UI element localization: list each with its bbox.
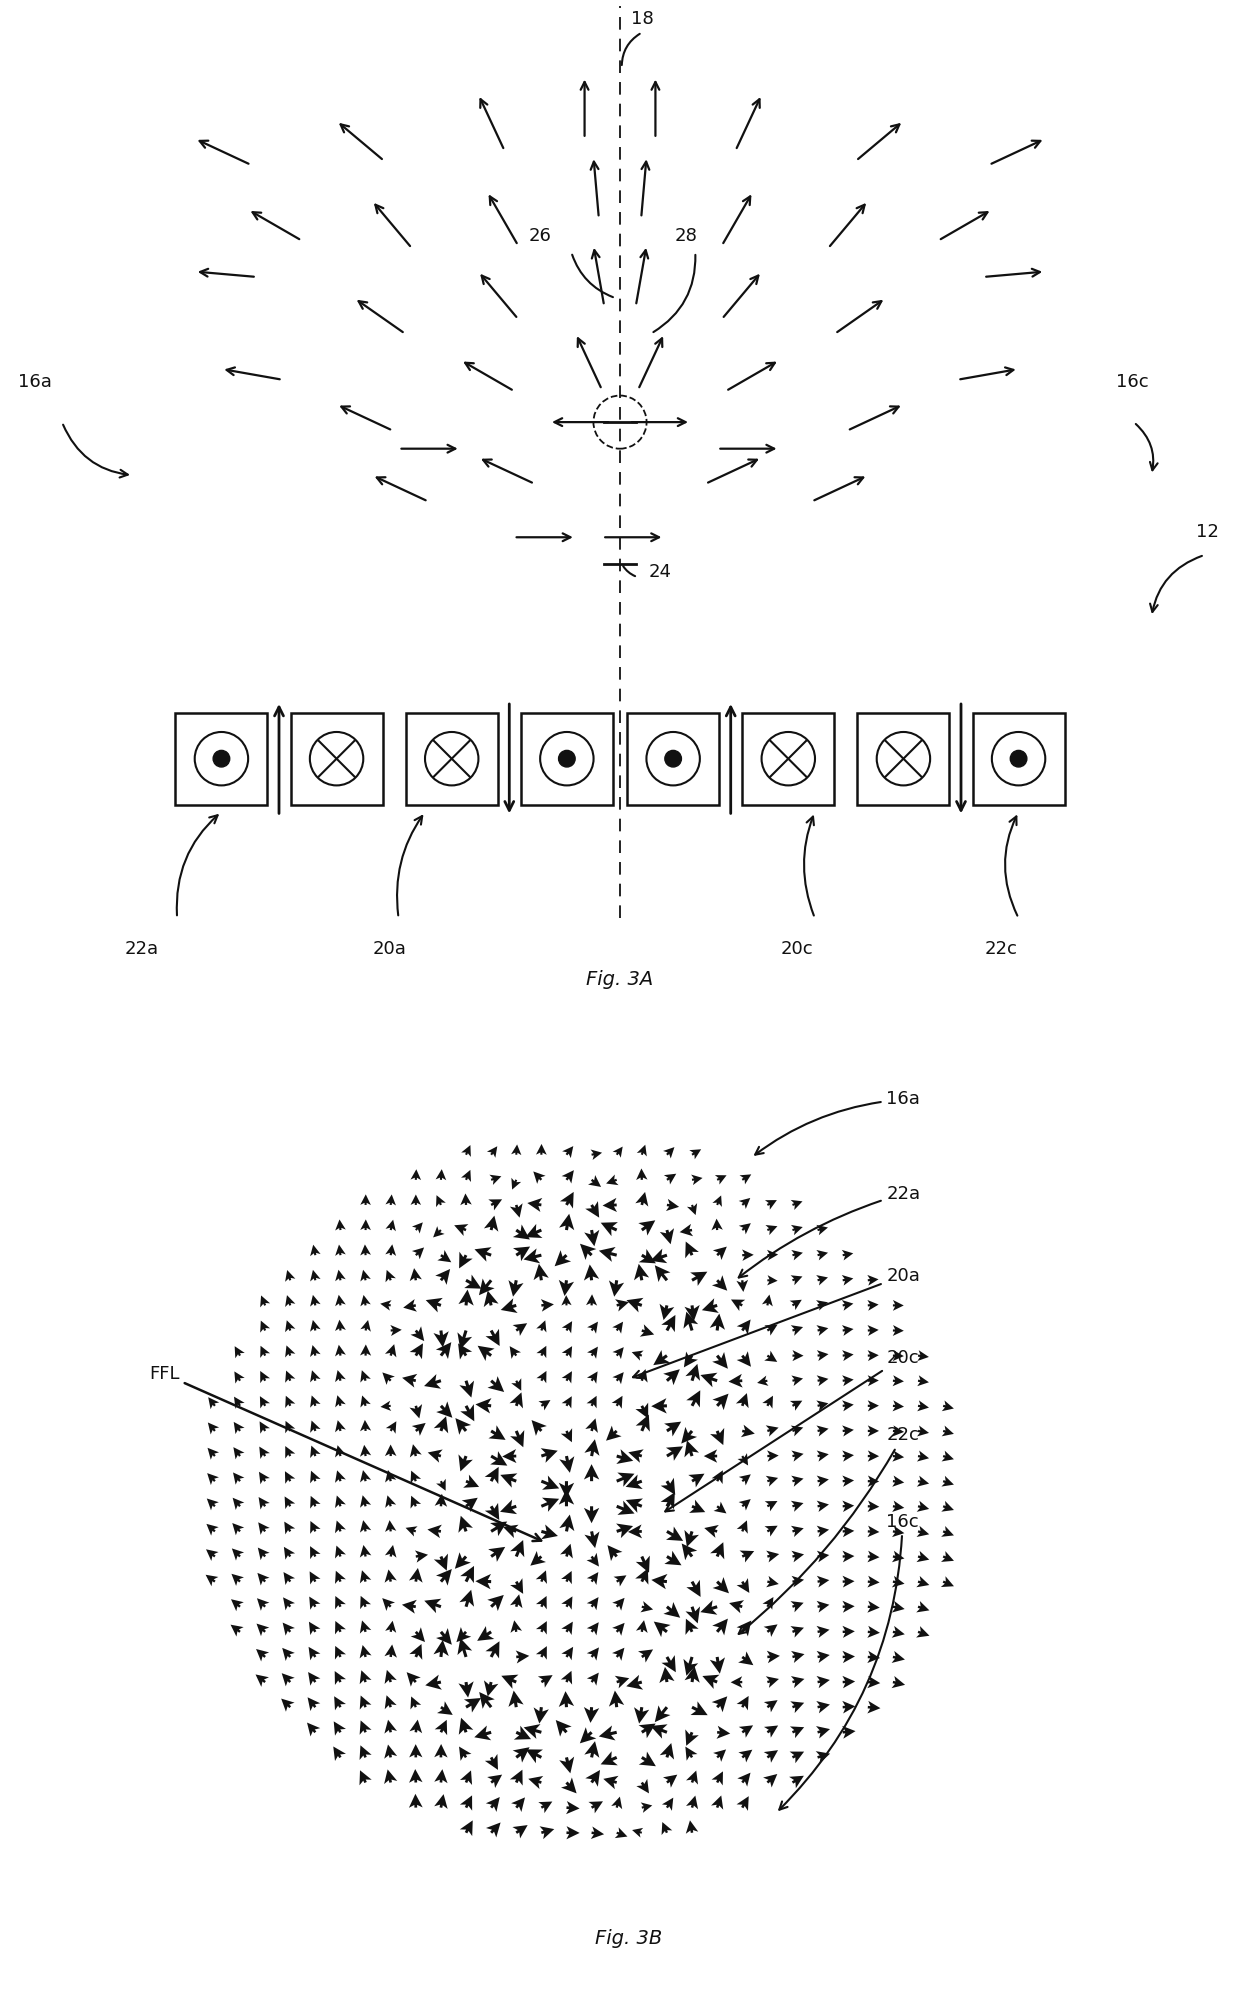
Text: 22a: 22a	[125, 940, 159, 958]
Bar	[521, 712, 613, 804]
Circle shape	[1011, 750, 1027, 768]
Text: 22c: 22c	[739, 1426, 919, 1634]
Bar	[743, 712, 835, 804]
Text: 16c: 16c	[1116, 373, 1148, 391]
Bar	[972, 712, 1065, 804]
Text: 20c: 20c	[665, 1349, 919, 1512]
Text: Fig. 3B: Fig. 3B	[594, 1929, 662, 1949]
Bar	[627, 712, 719, 804]
Text: 20c: 20c	[781, 940, 813, 958]
Text: 18: 18	[631, 10, 653, 28]
Circle shape	[213, 750, 229, 768]
Text: 22c: 22c	[985, 940, 1017, 958]
Bar	[857, 712, 950, 804]
Bar	[175, 712, 268, 804]
Text: 20a: 20a	[373, 940, 407, 958]
Text: 22a: 22a	[739, 1185, 920, 1277]
Text: 26: 26	[528, 227, 552, 245]
Text: 16a: 16a	[17, 373, 52, 391]
Text: 16a: 16a	[755, 1091, 920, 1155]
Text: 12: 12	[1195, 523, 1219, 541]
Circle shape	[558, 750, 575, 768]
Text: FFL: FFL	[149, 1365, 541, 1542]
Text: 20a: 20a	[632, 1267, 920, 1377]
Bar	[405, 712, 497, 804]
Text: 16c: 16c	[779, 1512, 919, 1811]
Text: 28: 28	[675, 227, 698, 245]
Text: Fig. 3A: Fig. 3A	[587, 970, 653, 988]
Text: 24: 24	[649, 563, 671, 581]
Circle shape	[665, 750, 682, 768]
Bar	[290, 712, 383, 804]
